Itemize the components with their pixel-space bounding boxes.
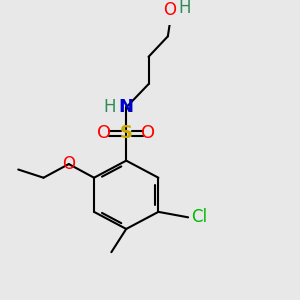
Text: Cl: Cl	[191, 208, 207, 226]
Text: N: N	[119, 98, 134, 116]
Text: O: O	[142, 124, 156, 142]
Text: O: O	[164, 1, 176, 19]
Text: H: H	[178, 0, 191, 16]
Text: H: H	[103, 98, 116, 116]
Text: S: S	[120, 124, 133, 142]
Text: O: O	[97, 124, 111, 142]
Text: O: O	[62, 155, 75, 173]
